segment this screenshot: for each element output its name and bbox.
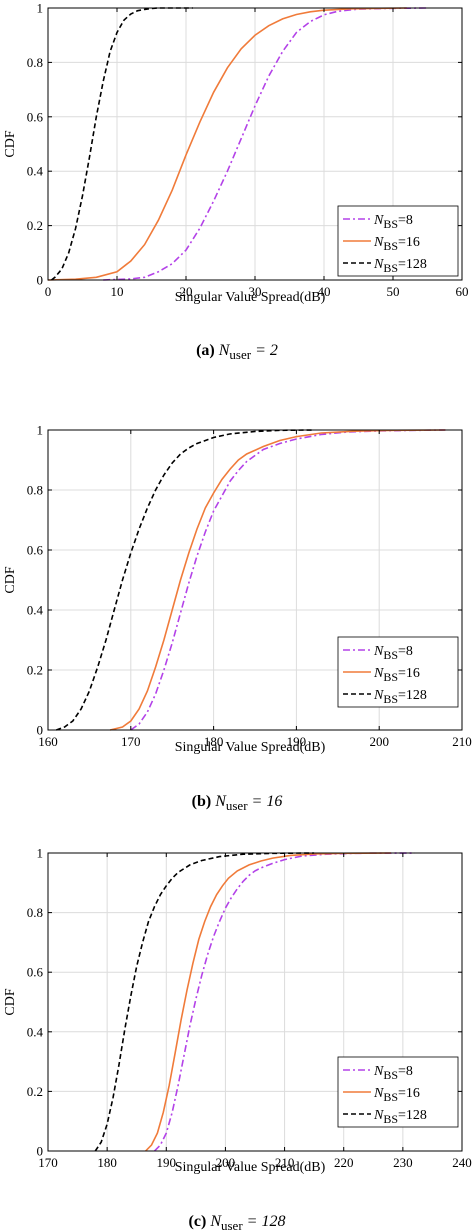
series-line-3 (94, 852, 315, 1152)
legend-entry-1: NBS=8 (373, 213, 413, 231)
x-tick-label: 240 (452, 1155, 472, 1170)
x-axis-label: Singular Value Spread(dB) (175, 1160, 326, 1175)
y-tick-label: 0.4 (27, 1024, 44, 1039)
x-tick-label: 170 (121, 734, 141, 749)
y-tick-label: 0.8 (27, 483, 43, 498)
x-axis-label: Singular Value Spread(dB) (175, 740, 326, 755)
y-tick-label: 0.2 (27, 218, 43, 233)
y-tick-label: 0 (37, 273, 44, 288)
y-tick-label: 0.6 (27, 965, 44, 980)
x-tick-label: 10 (111, 284, 124, 299)
series-line-1 (153, 852, 415, 1152)
legend-entry-1: NBS=8 (373, 644, 413, 662)
y-tick-label: 0.6 (27, 543, 44, 558)
series-line-2 (47, 7, 407, 281)
legend-entry-2: NBS=16 (373, 1086, 420, 1104)
x-tick-label: 230 (393, 1155, 413, 1170)
caption: (c) Nuser = 128 (189, 1213, 286, 1231)
series-line-1 (130, 429, 446, 731)
x-tick-label: 20 (180, 284, 193, 299)
x-tick-label: 200 (216, 1155, 236, 1170)
series-line-3 (51, 7, 193, 281)
series-line-3 (56, 429, 314, 731)
x-tick-label: 220 (334, 1155, 354, 1170)
x-tick-label: 180 (204, 734, 224, 749)
x-tick-label: 60 (456, 284, 469, 299)
axes-box (47, 852, 463, 1152)
legend-entry-2: NBS=16 (373, 235, 420, 253)
x-tick-label: 210 (275, 1155, 295, 1170)
series-line-2 (145, 852, 392, 1152)
caption: (a) Nuser = 2 (196, 342, 278, 362)
chart-panel-3: 170 180 190 200 210 220 230 240 0 0.2 0.4 0.6 0.8 1 Si… (3, 846, 472, 1231)
x-tick-label: 200 (369, 734, 389, 749)
series-line-1 (103, 7, 428, 281)
y-tick-label: 0.2 (27, 663, 43, 678)
y-tick-label: 0 (37, 723, 44, 738)
x-tick-label: 40 (318, 284, 331, 299)
x-tick-label: 0 (45, 284, 52, 299)
x-tick-label: 180 (97, 1155, 117, 1170)
y-axis-label: CDF (3, 988, 18, 1015)
x-tick-label: 160 (38, 734, 58, 749)
y-tick-label: 0.8 (27, 905, 43, 920)
axes-box (47, 429, 463, 731)
y-tick-label: 0.4 (27, 603, 44, 618)
x-tick-label: 50 (387, 284, 400, 299)
x-tick-label: 190 (287, 734, 307, 749)
y-tick-label: 0.4 (27, 164, 44, 179)
x-tick-label: 190 (157, 1155, 177, 1170)
y-axis-label: CDF (3, 566, 18, 593)
x-tick-label: 30 (249, 284, 262, 299)
y-tick-label: 0.2 (27, 1084, 43, 1099)
y-tick-label: 0.8 (27, 55, 43, 70)
chart-panel-1: 0 10 20 30 40 50 60 0 0.2 0.4 0.6 0.8 1 Singular Valu… (3, 1, 469, 363)
y-tick-label: 0 (37, 1144, 44, 1159)
y-tick-label: 0.6 (27, 109, 44, 124)
y-axis-label: CDF (3, 130, 18, 157)
y-tick-label: 1 (37, 1, 44, 16)
legend-entry-3: NBS=128 (373, 1108, 427, 1126)
y-tick-label: 1 (37, 423, 44, 438)
legend-entry-2: NBS=16 (373, 666, 420, 684)
x-tick-label: 170 (38, 1155, 58, 1170)
chart-panel-2: 160 170 180 190 200 210 0 0.2 0.4 0.6 0.8 1 Singular… (3, 423, 472, 814)
legend-entry-1: NBS=8 (373, 1064, 413, 1082)
x-axis-label: Singular Value Spread(dB) (175, 290, 326, 305)
legend-entry-3: NBS=128 (373, 257, 427, 275)
y-tick-label: 1 (37, 846, 44, 861)
legend-entry-3: NBS=128 (373, 688, 427, 706)
x-tick-label: 210 (452, 734, 472, 749)
series-line-2 (109, 429, 446, 731)
caption: (b) Nuser = 16 (192, 793, 283, 813)
